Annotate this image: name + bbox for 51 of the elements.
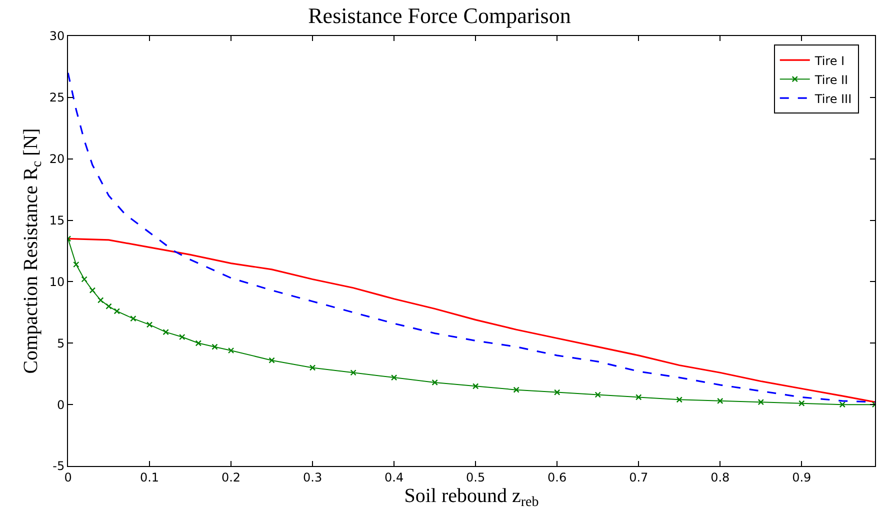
legend-label: Tire I	[814, 54, 845, 68]
x-tick-label: 0.5	[466, 470, 486, 484]
x-tick-label: 0.8	[710, 470, 730, 484]
point	[636, 394, 642, 400]
point	[350, 370, 356, 376]
point	[554, 389, 560, 396]
point	[390, 374, 398, 381]
point	[717, 398, 724, 404]
x-tick-label: 0.3	[303, 470, 322, 484]
y-tick-label: 0	[56, 398, 65, 412]
point	[839, 401, 846, 408]
x-tick-label: 0.1	[140, 470, 160, 484]
point	[513, 386, 520, 393]
line-series	[68, 72, 875, 403]
x-axis-title: Soil rebound z$_{reb}$	[404, 484, 539, 510]
point	[114, 308, 120, 314]
legend-label: Tire II	[814, 72, 848, 87]
y-tick-label: 15	[49, 213, 65, 228]
x-tick-label: 0.4	[384, 470, 404, 484]
point	[758, 399, 764, 406]
point	[472, 383, 479, 390]
y-tick-label: 20	[49, 152, 65, 166]
x-tick-label: 0.9	[792, 470, 812, 484]
point	[195, 340, 202, 346]
point	[179, 334, 186, 340]
point	[594, 392, 601, 398]
point	[432, 379, 438, 386]
point	[309, 364, 316, 371]
point	[268, 357, 275, 364]
point	[73, 261, 80, 268]
x-tick-label: 0.2	[221, 470, 241, 484]
point	[98, 297, 104, 304]
point	[146, 322, 153, 328]
y-tick-label: -5	[52, 459, 65, 474]
chart-title: Resistance Force Comparison	[308, 3, 571, 28]
point	[162, 328, 169, 336]
point	[106, 303, 112, 310]
y-tick-label: 10	[49, 274, 65, 289]
point	[89, 287, 96, 294]
point	[676, 396, 682, 403]
y-tick-label: 5	[56, 336, 65, 350]
point	[798, 400, 805, 406]
y-tick-label: 25	[49, 90, 65, 105]
point	[81, 276, 88, 282]
x-tick-label: 0.6	[548, 470, 567, 484]
y-tick-label: 30	[49, 29, 65, 44]
point	[212, 344, 218, 350]
x-tick-label: 0.7	[629, 470, 648, 484]
legend-label: Tire III	[814, 92, 852, 106]
point	[130, 315, 136, 322]
point	[228, 347, 234, 354]
